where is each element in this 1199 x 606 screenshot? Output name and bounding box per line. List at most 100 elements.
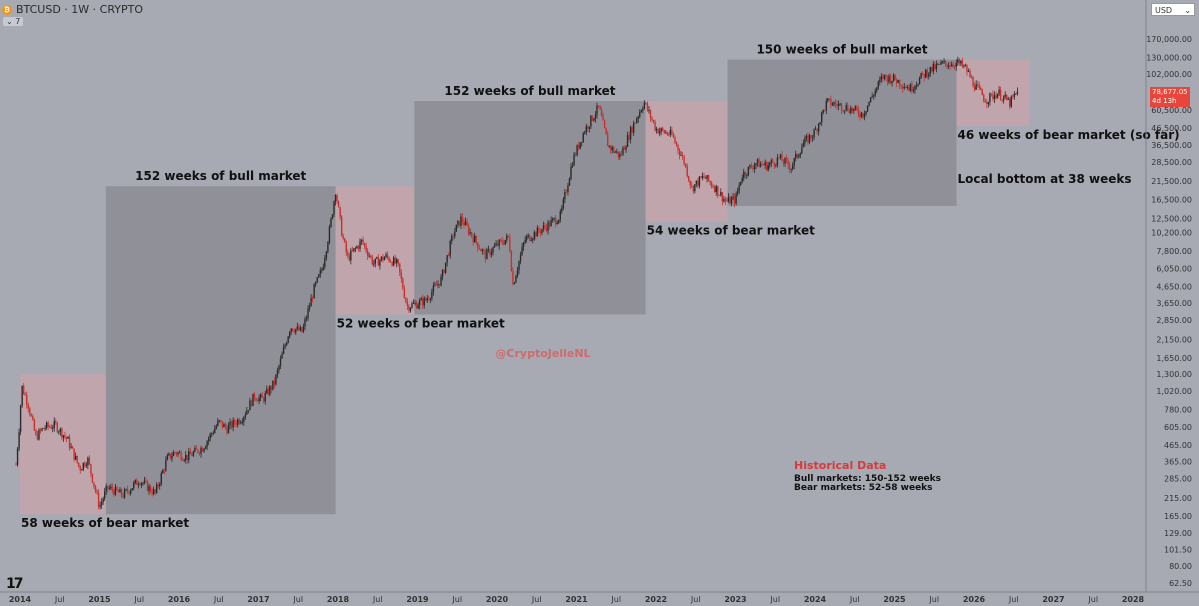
candle-body-81 [139,484,141,486]
candle-body-280 [443,269,445,273]
candle-body-391 [613,147,615,153]
candle-body-69 [120,489,123,496]
candle-body-496 [773,162,776,166]
candle-body-641 [995,95,997,99]
candle-body-544 [847,105,849,111]
candle-body-640 [993,95,996,99]
candle-body-158 [256,400,259,402]
x-tick-label-11: Jul [451,595,462,604]
candle-body-270 [428,298,430,300]
candle-body-424 [663,130,665,133]
candle-body-257 [408,305,410,311]
candle-body-359 [564,191,566,200]
candle-body-227 [362,239,364,244]
candle-body-438 [684,163,687,167]
candle-body-52 [94,486,97,492]
candle-body-581 [903,86,905,89]
candle-body-320 [504,239,506,245]
candle-body-322 [507,235,510,237]
candle-body-221 [353,248,355,251]
candle-body-83 [142,483,144,484]
candle-body-527 [821,112,823,123]
candle-body-311 [490,252,493,255]
candle-body-157 [255,398,257,401]
candle-body-114 [189,451,192,455]
candle-body-255 [405,297,407,302]
candle-body-8 [27,404,29,409]
cycle-box-1 [20,374,106,515]
candle-body-623 [967,70,970,72]
candle-body-450 [703,175,705,177]
price-axis[interactable]: 170,000.00130,000.00102,000.0060,500.004… [1146,35,1192,588]
legend-line-bear: Bear markets: 52-58 weeks [794,483,933,493]
y-tick-label-1: 130,000.00 [1146,53,1192,62]
candle-body-60 [107,485,109,489]
candle-body-621 [964,65,967,67]
time-axis[interactable]: 2014 Jul 2015 Jul 2016 Jul 2017 Jul 2018 Jul 2019 J… [9,595,1145,604]
x-tick-label-15: Jul [610,595,621,604]
candle-body-316 [498,239,500,246]
candle-body-318 [501,240,503,244]
candle-body-572 [889,75,892,84]
candle-body-393 [616,151,618,153]
candle-body-619 [961,60,964,66]
candle-body-598 [929,66,931,74]
candle-body-411 [643,102,646,109]
candle-body-339 [533,232,536,239]
x-tick-label-22: 2025 [883,595,906,604]
candle-body-560 [871,96,873,98]
candle-body-488 [761,163,763,165]
candle-body-164 [266,389,268,394]
tradingview-logo-icon[interactable]: 17 [6,576,24,592]
candle-body-413 [646,103,649,111]
candle-body-362 [568,178,571,186]
candle-body-313 [493,245,496,248]
currency-select[interactable]: USD ⌄ [1151,3,1195,16]
candle-body-96 [162,470,164,474]
candle-body-588 [914,85,916,90]
candle-body-88 [149,486,152,492]
x-tick-label-19: Jul [769,595,780,604]
candle-body-43 [81,469,83,471]
candle-body-310 [489,249,491,255]
x-tick-label-1: Jul [54,595,65,604]
candle-body-436 [681,155,684,157]
currency-label: USD [1155,6,1173,15]
candle-body-507 [790,168,792,170]
candle-body-218 [348,255,351,261]
candle-body-251 [399,263,401,273]
x-tick-label-9: Jul [372,595,383,604]
candle-body-565 [879,79,881,82]
candle-body-140 [229,421,231,426]
candle-body-148 [241,421,243,423]
candle-body-57 [102,498,104,502]
candle-body-529 [824,109,826,111]
candle-body-406 [636,118,638,123]
candle-body-594 [923,73,925,78]
cycle-label-4: 152 weeks of bull market [444,84,615,98]
candle-body-138 [226,427,228,434]
indicator-toggle[interactable]: ⌄ 7 [3,17,24,26]
candle-body-24 [52,427,54,429]
x-tick-label-23: Jul [928,595,939,604]
candle-body-62 [110,486,112,488]
candle-body-161 [261,394,263,398]
symbol-title[interactable]: BTCUSD · 1W · CRYPTO [16,3,144,16]
y-tick-label-8: 16,500.00 [1151,195,1192,204]
candle-body-371 [582,133,584,143]
candle-body-323 [509,236,511,252]
candle-body-370 [580,142,583,143]
candle-body-367 [576,145,578,156]
candle-body-34 [67,436,69,439]
candle-body-213 [340,216,343,237]
candle-body-503 [784,158,786,164]
candle-body-175 [282,347,285,354]
chart-header[interactable]: ₿ BTCUSD · 1W · CRYPTO [2,3,143,16]
candle-body-200 [321,270,323,271]
candle-body-380 [596,105,598,115]
candle-body-324 [510,251,513,272]
candle-body-55 [99,505,101,507]
candle-body-95 [160,473,162,484]
candle-body-215 [344,238,346,243]
